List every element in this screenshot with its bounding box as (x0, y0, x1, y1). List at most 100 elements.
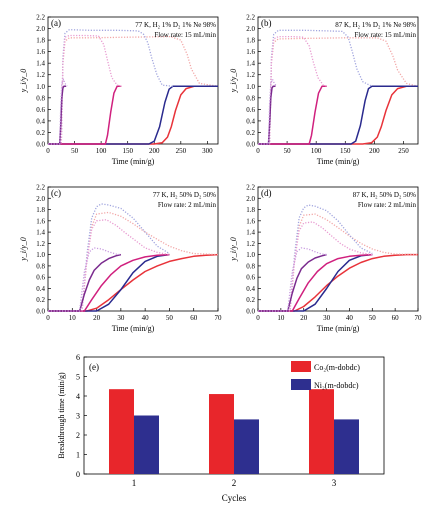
series-line (258, 253, 418, 312)
series-line (258, 253, 327, 312)
x-tick-label: 50 (284, 147, 292, 155)
y-axis-label: y_i/y_0 (229, 237, 238, 262)
y-tick-label: 0.0 (246, 308, 255, 316)
y-tick-label: 1.6 (36, 48, 45, 56)
y-tick-label: 0.8 (36, 94, 45, 102)
y-tick-label: 0.8 (36, 262, 45, 270)
series-line (258, 37, 419, 145)
y-tick-label: 1.2 (36, 71, 45, 79)
flow-rate-annotation: Flow rate: 2 mL/min (358, 201, 417, 209)
y-tick-label: 1.8 (246, 206, 255, 214)
x-tick-label: 150 (122, 147, 133, 155)
y-tick-label: 4 (76, 392, 80, 401)
flow-rate-annotation: Flow rate: 2 mL/min (158, 201, 217, 209)
flow-rate-annotation: Flow rate: 15 mL/min (154, 31, 216, 39)
y-tick-label: 1.6 (246, 217, 255, 225)
y-tick-label: 1.0 (246, 83, 255, 91)
x-tick-label: 200 (369, 147, 380, 155)
condition-annotation: 87 K, H₂ 1% D₂ 1% Ne 98% (335, 21, 416, 29)
x-tick-label: 250 (176, 147, 187, 155)
bar (234, 419, 259, 474)
y-tick-label: 1.0 (36, 251, 45, 259)
y-tick-label: 1.8 (36, 37, 45, 45)
y-tick-label: 0.4 (246, 117, 255, 125)
y-tick-label: 0.2 (246, 129, 255, 137)
legend-label: Ni₂(m-dobdc) (314, 381, 359, 390)
y-tick-label: 2.2 (36, 184, 45, 192)
x-tick-label: 20 (300, 314, 308, 322)
x-tick-label: 10 (277, 314, 285, 322)
y-tick-label: 0.2 (36, 296, 45, 304)
series-line (258, 78, 278, 145)
series-line (48, 85, 218, 145)
legend-swatch (291, 379, 311, 390)
y-tick-label: 0.0 (36, 141, 45, 149)
panel-label: (c) (51, 188, 61, 198)
panel-label: (e) (89, 362, 99, 372)
x-tick-label: 3 (332, 478, 337, 488)
y-tick-label: 0.4 (36, 117, 45, 125)
panel-label: (b) (261, 18, 272, 28)
plot-frame (47, 186, 219, 312)
legend-swatch (291, 361, 311, 372)
x-tick-label: 30 (323, 314, 331, 322)
y-tick-label: 5 (76, 373, 80, 382)
y-tick-label: 2.2 (246, 184, 255, 192)
x-tick-label: 0 (46, 314, 50, 322)
flow-rate-annotation: Flow rate: 15 mL/min (354, 31, 416, 39)
y-tick-label: 0.0 (36, 308, 45, 316)
legend-label: Co₂(m-dobdc) (314, 363, 360, 372)
y-tick-label: 3 (76, 412, 80, 421)
y-tick-label: 1.0 (36, 83, 45, 91)
y-tick-label: 0.0 (246, 141, 255, 149)
bar (109, 389, 134, 474)
y-tick-label: 0.6 (246, 106, 255, 114)
plot-frame (257, 186, 419, 312)
y-tick-label: 6 (76, 353, 80, 362)
series-line (48, 253, 170, 312)
y-tick-label: 2.0 (36, 195, 45, 203)
y-axis-label: y_i/y_0 (19, 237, 28, 262)
x-tick-label: 40 (142, 314, 150, 322)
y-tick-label: 1.8 (36, 206, 45, 214)
series-line (258, 213, 419, 312)
x-axis-label: Time (min/g) (317, 324, 360, 333)
series-line (258, 85, 276, 145)
series-line (258, 253, 373, 312)
x-tick-label: 0 (46, 147, 50, 155)
x-tick-label: 60 (392, 314, 400, 322)
condition-annotation: 77 K, H₂ 1% D₂ 1% Ne 98% (135, 21, 216, 29)
x-tick-label: 70 (415, 314, 423, 322)
bar (134, 415, 159, 474)
series-line (48, 34, 122, 145)
y-axis-label: y_i/y_0 (229, 69, 238, 94)
series-line (48, 203, 170, 312)
y-tick-label: 2 (76, 431, 80, 440)
series-line (48, 247, 121, 312)
series-line (48, 253, 170, 312)
x-tick-label: 50 (71, 147, 79, 155)
y-tick-label: 1.6 (36, 217, 45, 225)
series-line (258, 85, 327, 145)
series-line (48, 29, 173, 145)
series-line (48, 219, 170, 312)
y-tick-label: 1.2 (246, 71, 255, 79)
y-tick-label: 1.4 (246, 60, 255, 68)
y-tick-label: 0.8 (246, 94, 255, 102)
panel-label: (d) (261, 188, 272, 198)
y-tick-label: 1.8 (246, 37, 255, 45)
y-tick-label: 0.4 (246, 285, 255, 293)
x-tick-label: 0 (256, 314, 260, 322)
series-line (258, 85, 418, 145)
y-tick-label: 1.0 (246, 251, 255, 259)
y-tick-label: 0.6 (246, 274, 255, 282)
x-tick-label: 50 (166, 314, 174, 322)
y-axis-label: Breakthrough time (min/g) (57, 372, 66, 459)
x-tick-label: 1 (132, 478, 137, 488)
x-tick-label: 0 (256, 147, 260, 155)
x-tick-label: 60 (190, 314, 198, 322)
y-tick-label: 0.6 (36, 274, 45, 282)
series-line (258, 35, 328, 145)
y-tick-label: 0.2 (246, 296, 255, 304)
panel-label: (a) (51, 18, 61, 28)
